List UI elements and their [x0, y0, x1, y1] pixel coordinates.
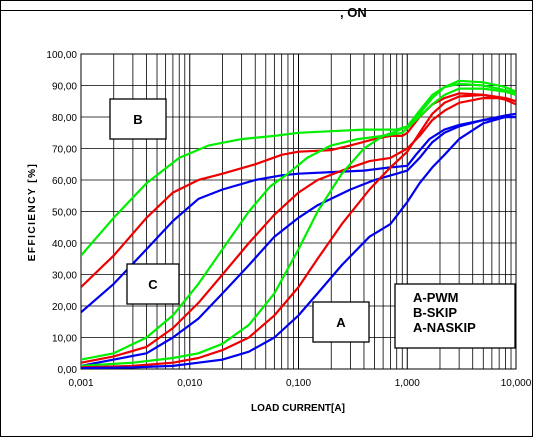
plot-area — [80, 53, 517, 370]
box-b-label: B — [133, 112, 142, 127]
header-fragment: , ON — [340, 5, 367, 20]
series-line-8 — [81, 93, 516, 369]
y-tick-label: 100,00 — [46, 50, 77, 61]
box-c-label: C — [148, 277, 158, 292]
series-line-2 — [81, 92, 516, 288]
x-tick-label: 10,000 — [501, 378, 532, 389]
legend-line-1: A-PWM — [413, 290, 459, 305]
legend-line-2: B-SKIP — [413, 305, 457, 320]
legend-line-3: A-NASKIP — [413, 320, 476, 335]
x-axis-title: LOAD CURRENT[A] — [251, 403, 345, 414]
x-tick-label: 1,000 — [395, 378, 420, 389]
y-tick-label: 70,00 — [52, 145, 77, 156]
box-a: A — [312, 301, 370, 343]
y-tick-label: 80,00 — [52, 113, 77, 124]
y-tick-label: 90,00 — [52, 82, 77, 93]
y-tick-label: 10,00 — [52, 334, 77, 345]
y-tick-label: 40,00 — [52, 239, 77, 250]
series-line-4 — [81, 87, 516, 361]
series-line-1 — [81, 82, 516, 257]
series-layer — [81, 79, 516, 369]
x-tick-label: 0,010 — [177, 378, 202, 389]
grid-lines — [80, 53, 516, 370]
x-tick-label: 0,001 — [68, 378, 93, 389]
box-a-label: A — [336, 315, 346, 330]
series-line-9 — [81, 115, 516, 369]
y-tick-label: 30,00 — [52, 271, 77, 282]
y-tick-label: 50,00 — [52, 208, 77, 219]
series-line-7 — [81, 79, 516, 367]
axis-ticks: 0,001 0,010 0,100 1,000 10,000 0,00 10,00 20,00… — [46, 50, 531, 389]
box-c: C — [126, 263, 180, 305]
series-line-3 — [81, 115, 516, 314]
x-tick-label: 0,100 — [286, 378, 311, 389]
y-tick-label: 60,00 — [52, 176, 77, 187]
y-tick-label: 0,00 — [58, 365, 78, 376]
legend-box: A-PWM B-SKIP A-NASKIP — [394, 283, 516, 349]
y-tick-label: 20,00 — [52, 302, 77, 313]
series-line-6 — [81, 112, 516, 367]
series-line-5 — [81, 97, 516, 364]
y-axis-title: EFFICIENCY [%] — [27, 163, 38, 262]
top-divider: , ON — [0, 5, 533, 20]
box-b: B — [109, 98, 167, 140]
